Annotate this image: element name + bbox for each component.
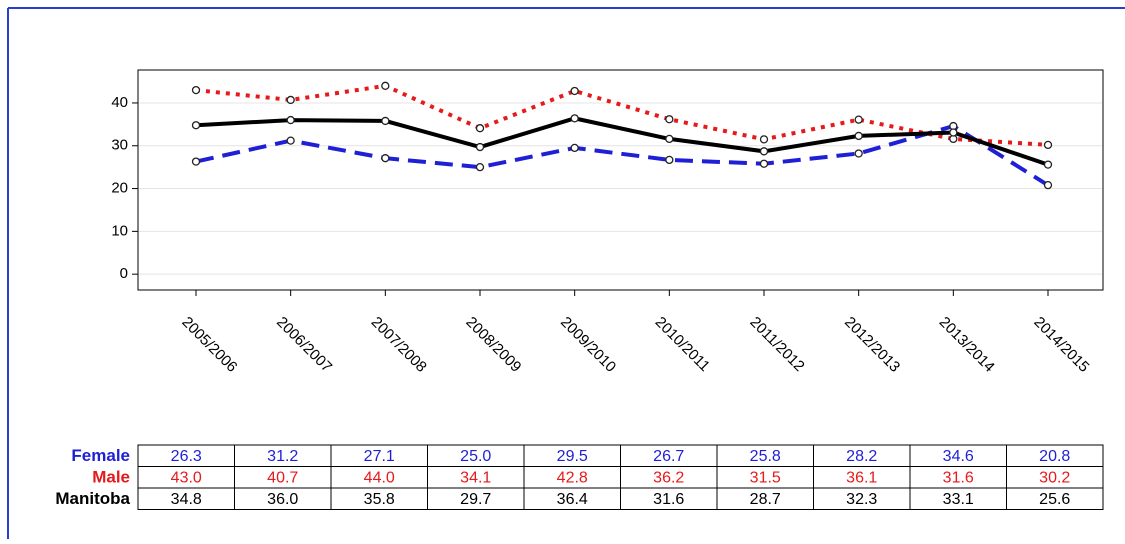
point-marker: [665, 134, 674, 144]
plot-frame: [137, 69, 1104, 291]
point-marker: [949, 128, 958, 137]
table-cell: 34.1: [460, 469, 491, 486]
point-marker: [1043, 140, 1053, 150]
table-cell: 29.5: [557, 448, 588, 465]
point-marker: [570, 86, 579, 96]
table-cell: 25.8: [750, 448, 781, 465]
point-marker: [191, 157, 201, 166]
point-marker: [759, 147, 769, 156]
point-marker: [854, 131, 863, 141]
y-tick-label: 0: [120, 265, 128, 282]
table-cell: 35.8: [364, 491, 395, 508]
table-cell: 40.7: [267, 469, 298, 486]
x-tick-label: 2013/2014: [936, 314, 998, 376]
y-tick-label: 20: [111, 180, 128, 197]
y-tick-label: 40: [111, 94, 128, 111]
point-marker: [854, 115, 863, 124]
table-cell: 29.7: [460, 491, 491, 508]
table-cell: 31.2: [267, 448, 298, 465]
table-cell: 44.0: [364, 469, 395, 486]
series-line: [195, 116, 1049, 167]
table-cell: 34.6: [943, 448, 974, 465]
x-tick-label: 2008/2009: [462, 314, 524, 376]
point-marker: [759, 159, 769, 168]
x-tick-label: 2006/2007: [273, 314, 335, 376]
table-cell: 20.8: [1039, 448, 1070, 465]
point-marker: [286, 95, 295, 105]
x-tick-label: 2007/2008: [368, 314, 430, 376]
point-marker: [475, 142, 485, 152]
y-tick-label: 10: [111, 222, 128, 239]
point-marker: [854, 149, 863, 158]
table-cell: 43.0: [171, 469, 202, 486]
table-cell: 31.5: [750, 469, 781, 486]
table-cell: 28.2: [846, 448, 877, 465]
point-marker: [1043, 160, 1053, 169]
table-cell: 25.0: [460, 448, 491, 465]
legend-label: Manitoba: [55, 489, 130, 508]
point-marker: [665, 155, 674, 165]
table-cell: 36.0: [267, 491, 298, 508]
point-marker: [381, 116, 390, 126]
table-cell: 42.8: [557, 469, 588, 486]
legend-label: Male: [92, 468, 130, 487]
table-cell: 27.1: [364, 448, 395, 465]
y-tick-label: 30: [111, 137, 128, 154]
x-tick-label: 2014/2015: [1030, 314, 1092, 376]
series-line: [195, 83, 1049, 147]
point-marker: [475, 124, 485, 133]
point-marker: [191, 85, 201, 95]
point-marker: [665, 115, 674, 124]
x-tick-label: 2009/2010: [557, 314, 619, 376]
point-marker: [286, 136, 295, 145]
table-cell: 32.3: [846, 491, 877, 508]
x-tick-label: 2012/2013: [841, 314, 903, 376]
table-cell: 36.4: [557, 491, 588, 508]
point-marker: [570, 143, 579, 153]
x-tick-label: 2010/2011: [652, 314, 713, 375]
table-cell: 28.7: [750, 491, 781, 508]
point-marker: [381, 154, 390, 163]
x-tick-label: 2005/2006: [178, 314, 240, 376]
point-marker: [381, 81, 390, 90]
point-marker: [191, 121, 201, 130]
table-cell: 31.6: [653, 491, 684, 508]
point-marker: [286, 115, 295, 125]
table-cell: 30.2: [1039, 469, 1070, 486]
table-cell: 34.8: [171, 491, 202, 508]
series-line: [195, 123, 1050, 187]
legend-label: Female: [71, 446, 130, 465]
table-cell: 25.6: [1039, 491, 1070, 508]
table-cell: 26.3: [171, 448, 202, 465]
table-cell: 31.6: [943, 469, 974, 486]
table-cell: 33.1: [943, 491, 974, 508]
point-marker: [475, 163, 485, 172]
table-cell: 26.7: [653, 448, 684, 465]
table-cell: 36.1: [846, 469, 877, 486]
point-marker: [570, 114, 579, 123]
point-marker: [1043, 180, 1053, 190]
x-tick-label: 2011/2012: [746, 314, 807, 375]
table-cell: 36.2: [653, 469, 684, 486]
point-marker: [759, 135, 769, 144]
